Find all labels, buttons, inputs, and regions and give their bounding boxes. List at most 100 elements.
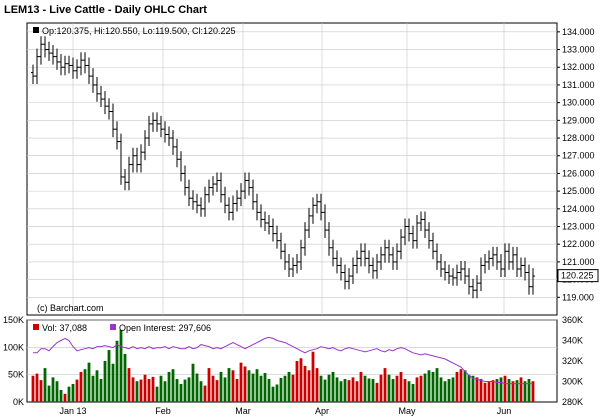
volume-bar: [199, 381, 203, 402]
volume-bar: [415, 377, 419, 402]
volume-bar: [395, 375, 399, 402]
ohlc-bar: [203, 186, 207, 217]
volume-bar: [207, 368, 211, 402]
ohlc-bar: [187, 179, 191, 207]
volume-bar: [71, 383, 75, 402]
ohlc-bar: [279, 232, 283, 260]
open-interest-line: [33, 336, 533, 385]
ohlc-bar: [43, 36, 47, 58]
ohlc-bar: [427, 222, 431, 249]
volume-bar: [223, 377, 227, 402]
volume-bar: [383, 368, 387, 402]
ohlc-bar: [347, 268, 351, 290]
volume-bar: [479, 379, 483, 402]
x-tick-label: May: [398, 406, 416, 416]
volume-bar: [471, 375, 475, 402]
oi-tick-label: 360K: [562, 315, 583, 325]
volume-bar: [519, 377, 523, 402]
ohlc-bar: [35, 48, 39, 85]
ohlc-bar: [383, 239, 387, 263]
ohlc-bar: [91, 68, 95, 93]
ohlc-bar: [439, 253, 443, 277]
ohlc-bar: [451, 268, 455, 286]
ohlc-bar: [75, 59, 79, 79]
price-tick-label: 125.000: [562, 186, 595, 196]
ohlc-bar: [83, 52, 87, 74]
volume-bar: [91, 375, 95, 402]
ohlc-bar: [491, 246, 495, 267]
volume-bar: [203, 385, 207, 402]
ohlc-bar: [459, 261, 463, 281]
ohlc-bar: [127, 156, 131, 191]
volume-bar: [115, 340, 119, 402]
volume-bar: [107, 350, 111, 402]
volume-bar: [51, 377, 55, 402]
volume-bar: [403, 379, 407, 402]
volume-bar: [303, 365, 307, 402]
ohlc-bar: [143, 130, 147, 161]
volume-bar: [335, 377, 339, 402]
volume-bar: [259, 375, 263, 402]
volume-bar: [443, 381, 447, 402]
volume-bar: [215, 380, 219, 402]
volume-bar: [531, 381, 535, 402]
ohlc-bar: [487, 250, 491, 270]
volume-bar: [167, 371, 171, 402]
ohlc-bar: [159, 115, 163, 138]
ohlc-bar: [119, 133, 123, 185]
volume-bar: [423, 373, 427, 402]
volume-bar: [435, 368, 439, 402]
ohlc-bar: [271, 218, 275, 242]
volume-bar: [67, 386, 71, 402]
ohlc-bar: [171, 130, 175, 155]
volume-bar: [495, 379, 499, 402]
ohlc-bar: [463, 261, 467, 285]
volume-bars: [31, 329, 535, 402]
volume-bar: [111, 363, 115, 402]
volume-bar: [463, 370, 467, 402]
ohlc-bar: [231, 195, 235, 221]
volume-bar: [411, 383, 415, 402]
volume-bar: [183, 379, 187, 402]
ohlc-bar: [511, 246, 515, 270]
ohlc-bar: [191, 190, 195, 210]
ohlc-bar: [163, 121, 167, 143]
last-price-label: 120.225: [561, 271, 594, 281]
volume-bar: [59, 389, 63, 402]
x-axis: Jan 13 Feb Mar Apr May Jun: [59, 406, 511, 416]
volume-bar: [123, 353, 127, 402]
volume-bar: [251, 373, 255, 402]
ohlc-bar: [519, 257, 523, 277]
volume-bar: [283, 375, 287, 402]
chart-title: LEM13 - Live Cattle - Daily OHLC Chart: [4, 4, 207, 16]
ohlc-bar: [315, 193, 319, 214]
ohlc-bar: [219, 172, 223, 203]
volume-bar: [231, 370, 235, 402]
ohlc-bar: [375, 253, 379, 279]
volume-bar: [127, 368, 131, 402]
volume-bar: [279, 377, 283, 402]
ohlc-bar: [251, 179, 255, 210]
volume-bar: [175, 379, 179, 402]
volume-axis: 150K 100K 50K 0K: [3, 315, 24, 407]
ohlc-bar: [395, 243, 399, 270]
ohlc-bar: [379, 246, 383, 270]
volume-tick-label: 50K: [8, 370, 24, 380]
volume-bar: [355, 381, 359, 402]
price-tick-label: 126.000: [562, 168, 595, 178]
volume-bar: [379, 374, 383, 402]
volume-bar: [307, 370, 311, 402]
volume-bar: [507, 379, 511, 402]
volume-bar: [363, 375, 367, 402]
ohlc-bar: [243, 172, 247, 200]
ohlc-bar: [419, 211, 423, 231]
ohlc-bar: [207, 179, 211, 203]
ohlc-bar: [415, 215, 419, 249]
ohlc-bar: [371, 257, 375, 279]
volume-bar: [515, 380, 519, 402]
ohlc-bar: [303, 222, 307, 256]
ohlc-bar: [147, 115, 151, 146]
ohlc-bar: [311, 197, 315, 224]
ohlc-bar: [479, 257, 483, 292]
volume-bar: [31, 375, 35, 402]
